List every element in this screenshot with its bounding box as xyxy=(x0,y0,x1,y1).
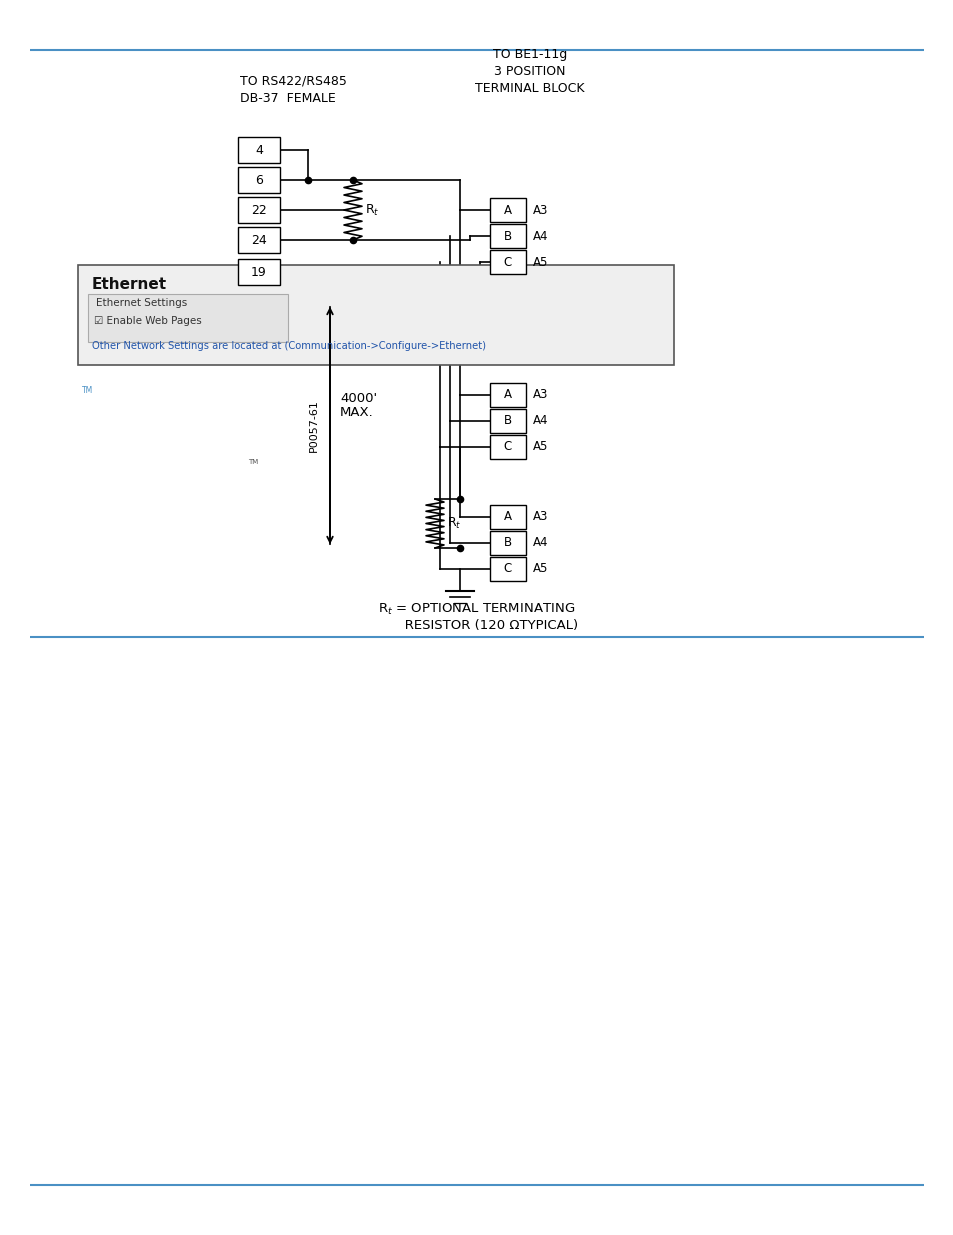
Text: TM: TM xyxy=(82,387,93,395)
Text: 22: 22 xyxy=(251,204,267,216)
Text: P0057-61: P0057-61 xyxy=(309,399,318,452)
Text: Other Network Settings are located at (Communication->Configure->Ethernet): Other Network Settings are located at (C… xyxy=(91,341,485,351)
Bar xyxy=(490,224,525,248)
Text: TM: TM xyxy=(248,459,258,466)
Bar xyxy=(237,198,280,224)
Bar xyxy=(237,259,280,285)
Text: 4: 4 xyxy=(254,143,263,157)
Bar xyxy=(237,167,280,193)
Text: A3: A3 xyxy=(533,510,548,524)
Bar xyxy=(490,557,525,580)
Text: ☑ Enable Web Pages: ☑ Enable Web Pages xyxy=(94,316,201,326)
Text: 4000'
MAX.: 4000' MAX. xyxy=(339,391,376,420)
Bar xyxy=(490,435,525,459)
Text: 6: 6 xyxy=(254,173,263,186)
Bar xyxy=(490,383,525,408)
Text: A5: A5 xyxy=(533,562,548,576)
Bar xyxy=(88,294,288,342)
Text: R$_t$ = OPTIONAL TERMINATING
       RESISTOR (120 ΩTYPICAL): R$_t$ = OPTIONAL TERMINATING RESISTOR (1… xyxy=(375,601,578,632)
Text: A4: A4 xyxy=(533,536,548,550)
Text: B: B xyxy=(503,230,512,242)
Bar xyxy=(237,227,280,253)
Text: A5: A5 xyxy=(533,256,548,268)
Text: A: A xyxy=(503,204,512,216)
Text: B: B xyxy=(503,536,512,550)
Bar xyxy=(490,409,525,433)
Text: C: C xyxy=(503,562,512,576)
Text: B: B xyxy=(503,415,512,427)
Text: A5: A5 xyxy=(533,441,548,453)
Text: A3: A3 xyxy=(533,204,548,216)
Text: 19: 19 xyxy=(251,266,267,279)
Bar xyxy=(490,249,525,274)
Text: Ethernet: Ethernet xyxy=(91,277,167,291)
Text: A4: A4 xyxy=(533,415,548,427)
Bar xyxy=(490,531,525,555)
Text: 24: 24 xyxy=(251,233,267,247)
Text: R$_t$: R$_t$ xyxy=(365,203,379,217)
Bar xyxy=(237,137,280,163)
Text: A: A xyxy=(503,389,512,401)
Bar xyxy=(490,198,525,222)
Text: C: C xyxy=(503,441,512,453)
Bar xyxy=(78,266,673,366)
Text: C: C xyxy=(503,256,512,268)
Text: Ethernet Settings: Ethernet Settings xyxy=(96,298,187,308)
Text: TO RS422/RS485
DB-37  FEMALE: TO RS422/RS485 DB-37 FEMALE xyxy=(240,75,347,105)
Text: R$_t$: R$_t$ xyxy=(447,516,461,531)
Text: TO BE1-11g
3 POSITION
TERMINAL BLOCK: TO BE1-11g 3 POSITION TERMINAL BLOCK xyxy=(475,48,584,95)
Text: A3: A3 xyxy=(533,389,548,401)
Text: A: A xyxy=(503,510,512,524)
Text: A4: A4 xyxy=(533,230,548,242)
Bar xyxy=(490,505,525,529)
